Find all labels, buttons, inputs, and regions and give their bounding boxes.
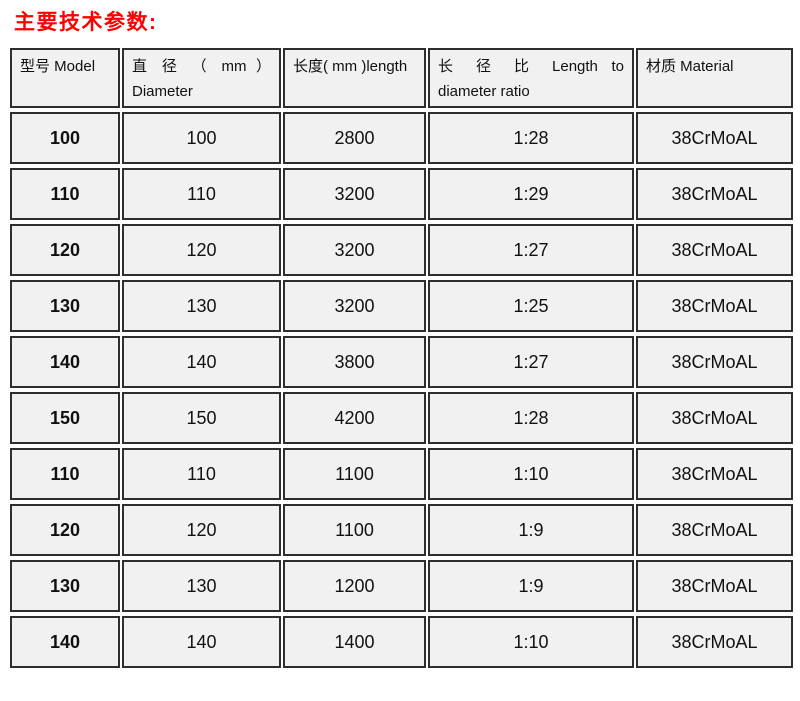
cell: 38CrMoAL	[636, 112, 793, 164]
cell: 140	[122, 616, 281, 668]
cell: 38CrMoAL	[636, 168, 793, 220]
cell-model: 100	[10, 112, 120, 164]
cell: 1:27	[428, 336, 634, 388]
cell: 1:9	[428, 560, 634, 612]
cell-model: 120	[10, 224, 120, 276]
table-row: 140 140 3800 1:27 38CrMoAL	[10, 336, 793, 388]
cell: 1:27	[428, 224, 634, 276]
header-diameter-label-cn: 直 径 （ mm ）	[132, 58, 271, 75]
cell: 38CrMoAL	[636, 616, 793, 668]
cell: 1:9	[428, 504, 634, 556]
page: 主要技术参数: 型号 Model 直 径 （ mm ） Diameter 长度(…	[8, 11, 795, 672]
cell: 110	[122, 168, 281, 220]
cell: 100	[122, 112, 281, 164]
cell: 120	[122, 504, 281, 556]
cell: 38CrMoAL	[636, 448, 793, 500]
page-title: 主要技术参数:	[14, 11, 158, 34]
cell: 1400	[283, 616, 426, 668]
cell: 1:29	[428, 168, 634, 220]
cell: 140	[122, 336, 281, 388]
header-length: 长度( mm )length	[283, 48, 426, 108]
cell: 38CrMoAL	[636, 280, 793, 332]
cell-model: 120	[10, 504, 120, 556]
cell-model: 130	[10, 280, 120, 332]
header-ratio-label-line2: diameter ratio	[438, 83, 530, 100]
cell: 1:28	[428, 392, 634, 444]
cell: 1100	[283, 448, 426, 500]
cell: 1:10	[428, 616, 634, 668]
cell: 3200	[283, 224, 426, 276]
table-header: 型号 Model 直 径 （ mm ） Diameter 长度( mm )len…	[10, 48, 793, 108]
cell: 38CrMoAL	[636, 560, 793, 612]
cell-model: 140	[10, 616, 120, 668]
cell: 3200	[283, 280, 426, 332]
table-row: 110 110 3200 1:29 38CrMoAL	[10, 168, 793, 220]
table-row: 150 150 4200 1:28 38CrMoAL	[10, 392, 793, 444]
header-diameter: 直 径 （ mm ） Diameter	[122, 48, 281, 108]
cell: 150	[122, 392, 281, 444]
header-ratio: 长 径 比 Length to diameter ratio	[428, 48, 634, 108]
header-ratio-label-line1: 长 径 比 Length to	[438, 58, 624, 75]
cell-model: 110	[10, 168, 120, 220]
cell-model: 150	[10, 392, 120, 444]
cell: 38CrMoAL	[636, 336, 793, 388]
cell: 1:25	[428, 280, 634, 332]
cell: 110	[122, 448, 281, 500]
table-row: 110 110 1100 1:10 38CrMoAL	[10, 448, 793, 500]
cell: 38CrMoAL	[636, 224, 793, 276]
cell: 120	[122, 224, 281, 276]
cell: 130	[122, 280, 281, 332]
table-row: 120 120 1100 1:9 38CrMoAL	[10, 504, 793, 556]
table-row: 100 100 2800 1:28 38CrMoAL	[10, 112, 793, 164]
header-material: 材质 Material	[636, 48, 793, 108]
table-row: 130 130 1200 1:9 38CrMoAL	[10, 560, 793, 612]
cell: 4200	[283, 392, 426, 444]
header-diameter-label-en: Diameter	[132, 83, 193, 100]
cell: 130	[122, 560, 281, 612]
header-model-label: 型号 Model	[20, 58, 96, 75]
cell: 1200	[283, 560, 426, 612]
cell: 2800	[283, 112, 426, 164]
header-material-label: 材质 Material	[646, 58, 734, 75]
table-row: 140 140 1400 1:10 38CrMoAL	[10, 616, 793, 668]
cell: 1:28	[428, 112, 634, 164]
cell: 38CrMoAL	[636, 392, 793, 444]
cell: 1:10	[428, 448, 634, 500]
cell: 1100	[283, 504, 426, 556]
header-model: 型号 Model	[10, 48, 120, 108]
cell-model: 110	[10, 448, 120, 500]
table-body: 100 100 2800 1:28 38CrMoAL 110 110 3200 1:29 38Cr…	[10, 112, 793, 668]
cell: 38CrMoAL	[636, 504, 793, 556]
header-length-label: 长度( mm )length	[293, 58, 408, 75]
cell: 3200	[283, 168, 426, 220]
cell: 3800	[283, 336, 426, 388]
table-row: 120 120 3200 1:27 38CrMoAL	[10, 224, 793, 276]
header-row: 型号 Model 直 径 （ mm ） Diameter 长度( mm )len…	[10, 48, 793, 108]
parameters-table: 型号 Model 直 径 （ mm ） Diameter 长度( mm )len…	[8, 44, 795, 672]
cell-model: 130	[10, 560, 120, 612]
table-row: 130 130 3200 1:25 38CrMoAL	[10, 280, 793, 332]
cell-model: 140	[10, 336, 120, 388]
